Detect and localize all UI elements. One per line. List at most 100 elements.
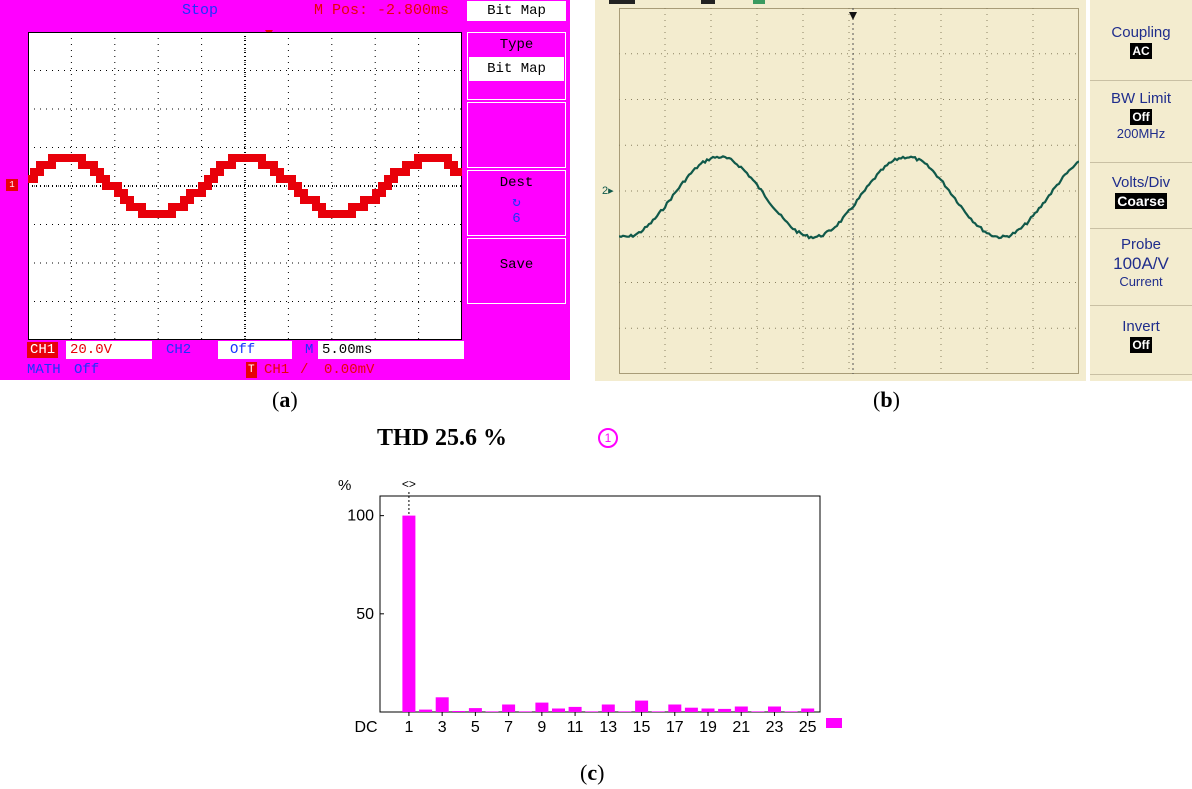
menu-save-button[interactable]: Save (467, 238, 566, 304)
bar-14 (618, 711, 632, 712)
x-tick-label: 7 (504, 719, 513, 736)
x-tick-label: 9 (537, 719, 546, 736)
x-tick-label: 25 (799, 719, 817, 736)
bar-18 (684, 707, 698, 712)
bar-11 (568, 706, 582, 712)
waveform-display (28, 32, 462, 340)
x-tick-label: DC (354, 719, 377, 736)
math-label: MATH (27, 362, 61, 378)
bar-7 (502, 704, 516, 712)
top-status-bar: Stop M Pos: -2.800ms (0, 0, 462, 20)
bar-9 (535, 702, 549, 712)
waveform-plot (619, 8, 1079, 374)
invert-button[interactable]: Invert Off (1090, 318, 1192, 354)
coupling-label: Coupling (1111, 24, 1171, 41)
channel-status-row: CH1 20.0V CH2 Off M 5.00ms (0, 341, 465, 359)
oscilloscope-b: 2▸ (595, 0, 1086, 381)
oscilloscope-a: Stop M Pos: -2.800ms 1 Bit Map Type Bit … (0, 0, 570, 380)
trigger-position-icon (849, 12, 857, 20)
waveform-display (619, 8, 1079, 374)
menu-type-button[interactable]: Type Bit Map (467, 32, 566, 100)
bar-16 (651, 711, 665, 712)
bw-limit-value: Off (1130, 109, 1152, 125)
bar-13 (601, 704, 615, 712)
trigger-slope: / (300, 362, 309, 378)
ch2-label: CH2 (166, 342, 192, 358)
ch1-ground-marker: 1 (6, 179, 18, 191)
probe-button[interactable]: Probe 100A/V Current (1090, 236, 1192, 290)
bar-6 (485, 711, 499, 712)
side-menu: Bit Map Type Bit Map Dest ↻ 6 Save (465, 0, 570, 380)
bw-limit-label: BW Limit (1111, 90, 1171, 107)
probe-label: Probe (1120, 236, 1162, 253)
dest-label: Dest (499, 175, 534, 191)
caption-b: (b) (873, 387, 900, 412)
waveform-plot (28, 32, 462, 340)
channel-1-icon: 1 (598, 428, 618, 448)
trigger-level: 0.00mV (324, 362, 375, 378)
bar-24 (784, 711, 798, 712)
type-label: Type (499, 37, 534, 53)
y-tick-label: 100 (347, 508, 374, 525)
bar-15 (635, 700, 649, 712)
bar-4 (452, 711, 466, 712)
thd-readout: THD 25.6 % (377, 425, 508, 451)
bar-20 (718, 708, 732, 712)
type-value: Bit Map (469, 57, 564, 81)
bar-1 (402, 515, 416, 712)
trigger-icon: T (246, 362, 257, 378)
save-label: Save (499, 257, 534, 273)
bar-5 (468, 708, 482, 712)
invert-value: Off (1130, 337, 1152, 353)
bar-3 (435, 697, 449, 712)
coupling-button[interactable]: Coupling AC (1090, 24, 1192, 60)
divider (1090, 374, 1192, 375)
bar-12 (585, 711, 599, 712)
divider (1090, 305, 1192, 306)
divider (1090, 80, 1192, 81)
cursor-icon: <> (402, 477, 416, 491)
menu-title: Bit Map (467, 1, 566, 21)
ch1-scale: 20.0V (66, 341, 152, 359)
divider (1090, 228, 1192, 229)
rotate-icon: ↻ (512, 195, 521, 211)
x-tick-label: 21 (732, 719, 750, 736)
ch2-waveform (619, 155, 1079, 240)
x-tick-label: 1 (404, 719, 413, 736)
bar-2 (419, 709, 433, 712)
bar-23 (768, 706, 781, 712)
caption-c: (c) (580, 760, 605, 785)
trigger-source: CH1 (264, 362, 290, 378)
math-value: Off (74, 362, 100, 378)
divider (1090, 162, 1192, 163)
dest-value: 6 (512, 211, 521, 227)
x-tick-label: 17 (666, 719, 684, 736)
bar-8 (518, 711, 532, 712)
channel-menu: Coupling AC BW Limit Off 200MHz Volts/Di… (1090, 0, 1192, 381)
bw-limit-button[interactable]: BW Limit Off 200MHz (1090, 90, 1192, 142)
menu-dest-button[interactable]: Dest ↻ 6 (467, 170, 566, 236)
legend-swatch (826, 718, 842, 728)
caption-a: (a) (272, 387, 298, 412)
horizontal-position: M Pos: -2.800ms (314, 2, 450, 19)
x-tick-label: 19 (699, 719, 717, 736)
harmonics-chart: % 50 100 <> DC 1 3 5 7 9 11 13 15 17 19 21 23 25 (320, 470, 880, 752)
menu-empty-slot[interactable] (467, 102, 566, 168)
x-tick-label: 23 (766, 719, 784, 736)
ch2-value: Off (218, 341, 292, 359)
plot-frame (379, 495, 821, 713)
y-axis-label: % (338, 477, 351, 494)
bar-21 (734, 706, 748, 712)
run-status: Stop (182, 2, 219, 19)
probe-value: 100A/V (1113, 254, 1169, 273)
timebase-scale: 5.00ms (318, 341, 464, 359)
ch1-waveform (28, 154, 462, 218)
invert-label: Invert (1122, 318, 1160, 335)
x-tick-label: 15 (633, 719, 651, 736)
x-tick-label: 13 (599, 719, 617, 736)
x-tick-label: 5 (471, 719, 480, 736)
ch1-label: CH1 (27, 342, 59, 358)
x-tick-label: 11 (567, 719, 584, 736)
volts-div-button[interactable]: Volts/Div Coarse (1090, 174, 1192, 211)
ch2-ground-marker: 2▸ (602, 185, 614, 197)
